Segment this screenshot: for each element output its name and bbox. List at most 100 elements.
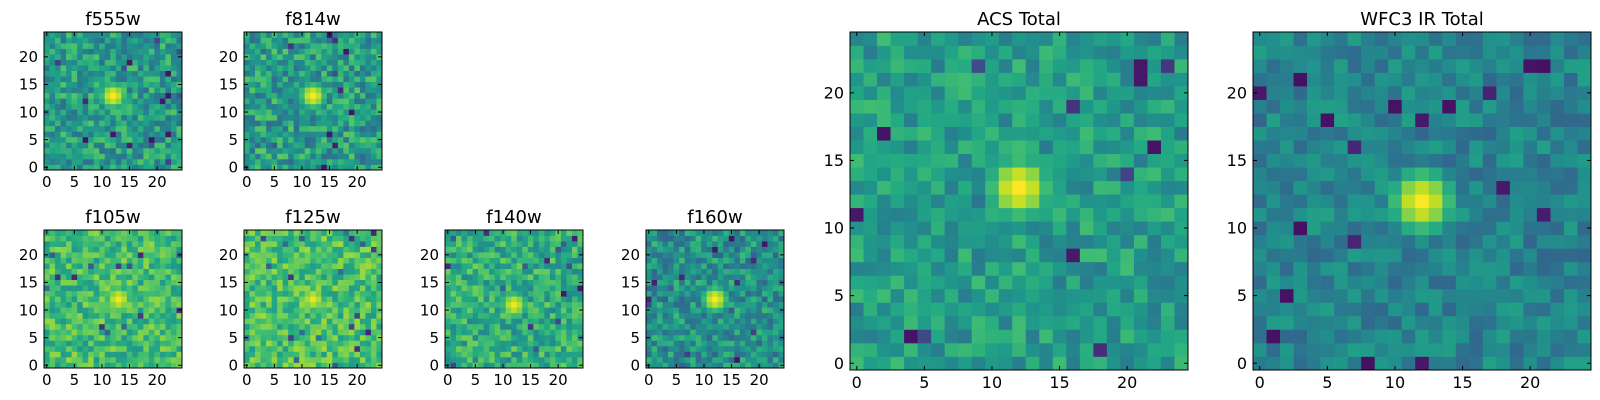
pixel-cell — [143, 87, 150, 94]
pixel-cell — [115, 246, 122, 253]
pixel-cell — [99, 307, 106, 314]
pixel-cell — [266, 268, 272, 275]
pixel-cell — [494, 356, 501, 363]
pixel-cell — [712, 268, 719, 275]
pixel-cell — [516, 268, 523, 275]
pixel-cell — [321, 81, 328, 88]
pixel-cell — [348, 252, 355, 258]
pixel-cell — [544, 340, 551, 347]
pixel-cell — [126, 54, 133, 60]
pixel-cell — [137, 362, 144, 369]
pixel-cell — [132, 158, 139, 165]
y-tick-label: 20 — [19, 246, 38, 264]
pixel-cell — [354, 158, 361, 165]
pixel-cell — [1469, 275, 1484, 290]
pixel-cell — [370, 131, 377, 138]
pixel-cell — [1320, 153, 1335, 168]
pixel-cell — [132, 59, 139, 66]
pixel-cell — [170, 92, 177, 99]
pixel-cell — [890, 167, 905, 182]
pixel-cell — [750, 290, 757, 297]
pixel-cell — [467, 340, 473, 347]
pixel-cell — [154, 131, 161, 138]
pixel-cell — [77, 131, 83, 138]
pixel-cell — [354, 76, 361, 83]
pixel-cell — [88, 131, 95, 138]
pixel-cell — [304, 98, 311, 105]
pixel-cell — [165, 351, 172, 358]
pixel-cell — [505, 263, 512, 269]
pixel-cell — [115, 37, 122, 44]
pixel-cell — [734, 263, 741, 269]
pixel-cell — [154, 263, 161, 269]
pixel-cell — [1442, 356, 1457, 371]
pixel-cell — [370, 136, 377, 143]
pixel-cell — [370, 334, 377, 341]
pixel-cell — [1320, 275, 1335, 290]
x-tick-label: 5 — [471, 371, 481, 389]
pixel-cell — [282, 268, 289, 275]
pixel-cell — [690, 351, 697, 358]
pixel-cell — [489, 362, 496, 369]
pixel-cell — [1093, 329, 1108, 344]
pixel-cell — [985, 126, 1000, 141]
pixel-cell — [998, 45, 1013, 60]
pixel-cell — [1120, 180, 1135, 195]
pixel-cell — [88, 147, 95, 154]
pixel-cell — [66, 70, 72, 77]
pixel-cell — [778, 329, 785, 336]
pixel-cell — [82, 37, 89, 44]
pixel-cell — [365, 351, 372, 358]
pixel-cell — [60, 241, 67, 247]
pixel-cell — [154, 158, 161, 165]
pixel-cell — [255, 312, 261, 319]
pixel-cell — [1293, 221, 1308, 236]
pixel-cell — [99, 48, 106, 55]
pixel-cell — [944, 194, 959, 209]
pixel-cell — [1025, 302, 1040, 317]
pixel-cell — [370, 37, 377, 44]
pixel-cell — [321, 109, 328, 116]
pixel-cell — [690, 318, 697, 325]
pixel-cell — [1334, 329, 1348, 344]
pixel-cell — [1509, 234, 1524, 249]
pixel-cell — [489, 340, 496, 347]
pixel-cell — [126, 92, 133, 99]
pixel-cell — [343, 340, 350, 347]
pixel-cell — [159, 158, 166, 165]
pixel-cell — [478, 345, 484, 352]
pixel-cell — [1106, 153, 1121, 168]
pixel-cell — [1469, 356, 1484, 371]
pixel-cell — [137, 268, 144, 275]
pixel-cell — [315, 164, 322, 171]
pixel-cell — [321, 345, 328, 352]
pixel-cell — [706, 257, 713, 264]
pixel-cell — [494, 307, 501, 314]
pixel-cell — [365, 318, 372, 325]
pixel-cell — [527, 257, 534, 264]
pixel-cell — [176, 285, 183, 292]
pixel-cell — [244, 274, 250, 281]
pixel-cell — [299, 87, 306, 94]
pixel-cell — [549, 274, 556, 281]
pixel-cell — [337, 329, 344, 336]
pixel-cell — [332, 32, 339, 38]
pixel-cell — [538, 329, 545, 336]
pixel-cell — [1496, 221, 1511, 236]
pixel-cell — [712, 263, 719, 269]
pixel-cell — [282, 307, 289, 314]
pixel-cell — [99, 37, 106, 44]
pixel-cell — [549, 340, 556, 347]
pixel-cell — [71, 307, 78, 314]
pixel-cell — [571, 230, 578, 236]
pixel-cell — [723, 345, 730, 352]
pixel-cell — [266, 76, 272, 83]
pixel-cell — [577, 296, 584, 303]
pixel-cell — [260, 323, 267, 330]
pixel-cell — [288, 301, 295, 308]
pixel-cell — [326, 48, 333, 55]
pixel-cell — [326, 125, 333, 132]
pixel-cell — [132, 263, 139, 269]
pixel-cell — [863, 180, 878, 195]
pixel-cell — [1093, 45, 1108, 60]
